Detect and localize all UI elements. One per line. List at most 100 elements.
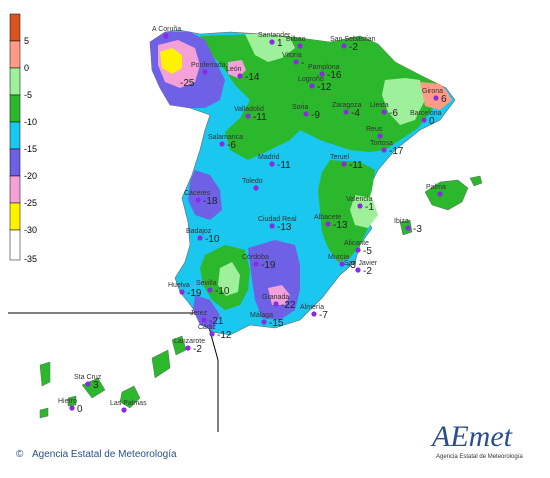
station-marker: Reus (366, 126, 383, 139)
station-name: Tortosa (370, 140, 393, 147)
station-value: -22 (281, 300, 296, 311)
legend-swatch-m10 (9, 94, 21, 123)
station-marker: Zaragoza-4 (332, 102, 362, 119)
station-name: Cáceres (184, 190, 211, 197)
station-name: Alicante (344, 240, 369, 247)
station-dot (197, 235, 203, 241)
station-value: -2 (193, 344, 202, 355)
station-value: -6 (389, 108, 398, 119)
station-dot (201, 317, 207, 323)
station-dot (253, 261, 259, 267)
station-dot (343, 109, 349, 115)
station-marker: Valencia-1 (346, 196, 374, 213)
station-marker: Teruel-11 (330, 154, 363, 171)
region-lightgreen-sevilla (218, 262, 240, 296)
station-value: -2 (349, 42, 358, 53)
region-green-north (200, 34, 440, 160)
station-dot (273, 301, 279, 307)
station-name: Valencia (346, 196, 372, 203)
station-value: -17 (389, 146, 404, 157)
station-value: 0 (429, 116, 435, 127)
station-marker: Vitoria- (282, 52, 304, 69)
station-name: Vitoria (282, 52, 302, 59)
station-marker: Alicante-5 (344, 240, 372, 257)
station-dot (179, 289, 185, 295)
region-yellow-galicia (160, 48, 182, 74)
station-name: San Sebastian (330, 36, 376, 43)
region-lightgreen-levante (350, 195, 378, 228)
station-marker: Almería-7 (300, 304, 328, 321)
island-mallorca (424, 179, 469, 211)
legend-label: -25 (24, 198, 37, 208)
station-marker: Logroño-12 (298, 76, 332, 93)
region-purple-caceres (188, 170, 222, 220)
aemet-logo-word: AEmet (430, 420, 513, 453)
station-dot (261, 319, 267, 325)
station-name: Teruel (330, 154, 350, 161)
station-name: Las Palmas (110, 400, 147, 407)
station-name: A Coruña (152, 26, 181, 33)
station-name: Córdoba (242, 254, 269, 261)
station-name: Lanzarote (174, 338, 205, 345)
copyright-symbol: © (16, 449, 24, 460)
station-value: -13 (333, 220, 348, 231)
station-name: Jerez (190, 310, 208, 317)
station-dot (269, 161, 275, 167)
region-lightgreen-cantabria (245, 34, 295, 62)
station-dot (253, 185, 259, 191)
station-value: -13 (277, 222, 292, 233)
island-gran-canaria (119, 385, 141, 409)
station-value: -7 (319, 310, 328, 321)
station-name: Soria (292, 104, 308, 111)
station-dot (421, 117, 427, 123)
legend-swatch-m15 (9, 121, 21, 150)
station-name: Madrid (258, 154, 280, 161)
station-name: Logroño (298, 76, 324, 83)
station-name: Lleida (370, 102, 389, 109)
station-dot (341, 161, 347, 167)
station-name: Barcelona (410, 110, 442, 117)
legend-label: -35 (24, 254, 37, 264)
station-dot (269, 39, 275, 45)
station-marker: Albacete-13 (314, 214, 348, 231)
agency-credit: Agencia Estatal de Meteorología (32, 449, 177, 460)
station-marker: Palma (426, 184, 446, 197)
station-dot (209, 331, 215, 337)
station-name: Cádiz (198, 324, 216, 331)
station-marker: Las Palmas (110, 400, 147, 413)
station-marker: Murcia-3 (328, 254, 356, 271)
contour-value-label: -25 (180, 78, 195, 89)
station-name: Sta Cruz (74, 374, 102, 381)
station-dot (355, 247, 361, 253)
station-dot (195, 197, 201, 203)
station-value: -10 (215, 286, 230, 297)
station-value: 0 (77, 404, 83, 415)
station-value: -2 (363, 266, 372, 277)
station-marker: Salamanca-6 (208, 134, 243, 151)
station-marker: Lanzarote-2 (174, 338, 205, 355)
station-value: -19 (261, 260, 276, 271)
station-name: Almería (300, 304, 324, 311)
legend-label: -10 (24, 117, 37, 127)
station-name: Salamanca (208, 134, 243, 141)
station-name: Granada (262, 294, 289, 301)
station-marker: San Sebastian-2 (330, 36, 376, 53)
region-lightgreen-catalonia (382, 78, 425, 125)
station-dot (293, 59, 299, 65)
legend-swatch-m5 (9, 67, 21, 96)
island-la-palma (39, 361, 51, 387)
canary-inset-frame (8, 312, 219, 432)
station-value: -21 (209, 316, 224, 327)
legend-label: 0 (24, 63, 29, 73)
island-el-hierro (39, 407, 49, 419)
station-dot (357, 203, 363, 209)
legend-label: -20 (24, 171, 37, 181)
station-dot (381, 109, 387, 115)
station-name: Málaga (250, 312, 273, 319)
station-value: -1 (365, 202, 374, 213)
